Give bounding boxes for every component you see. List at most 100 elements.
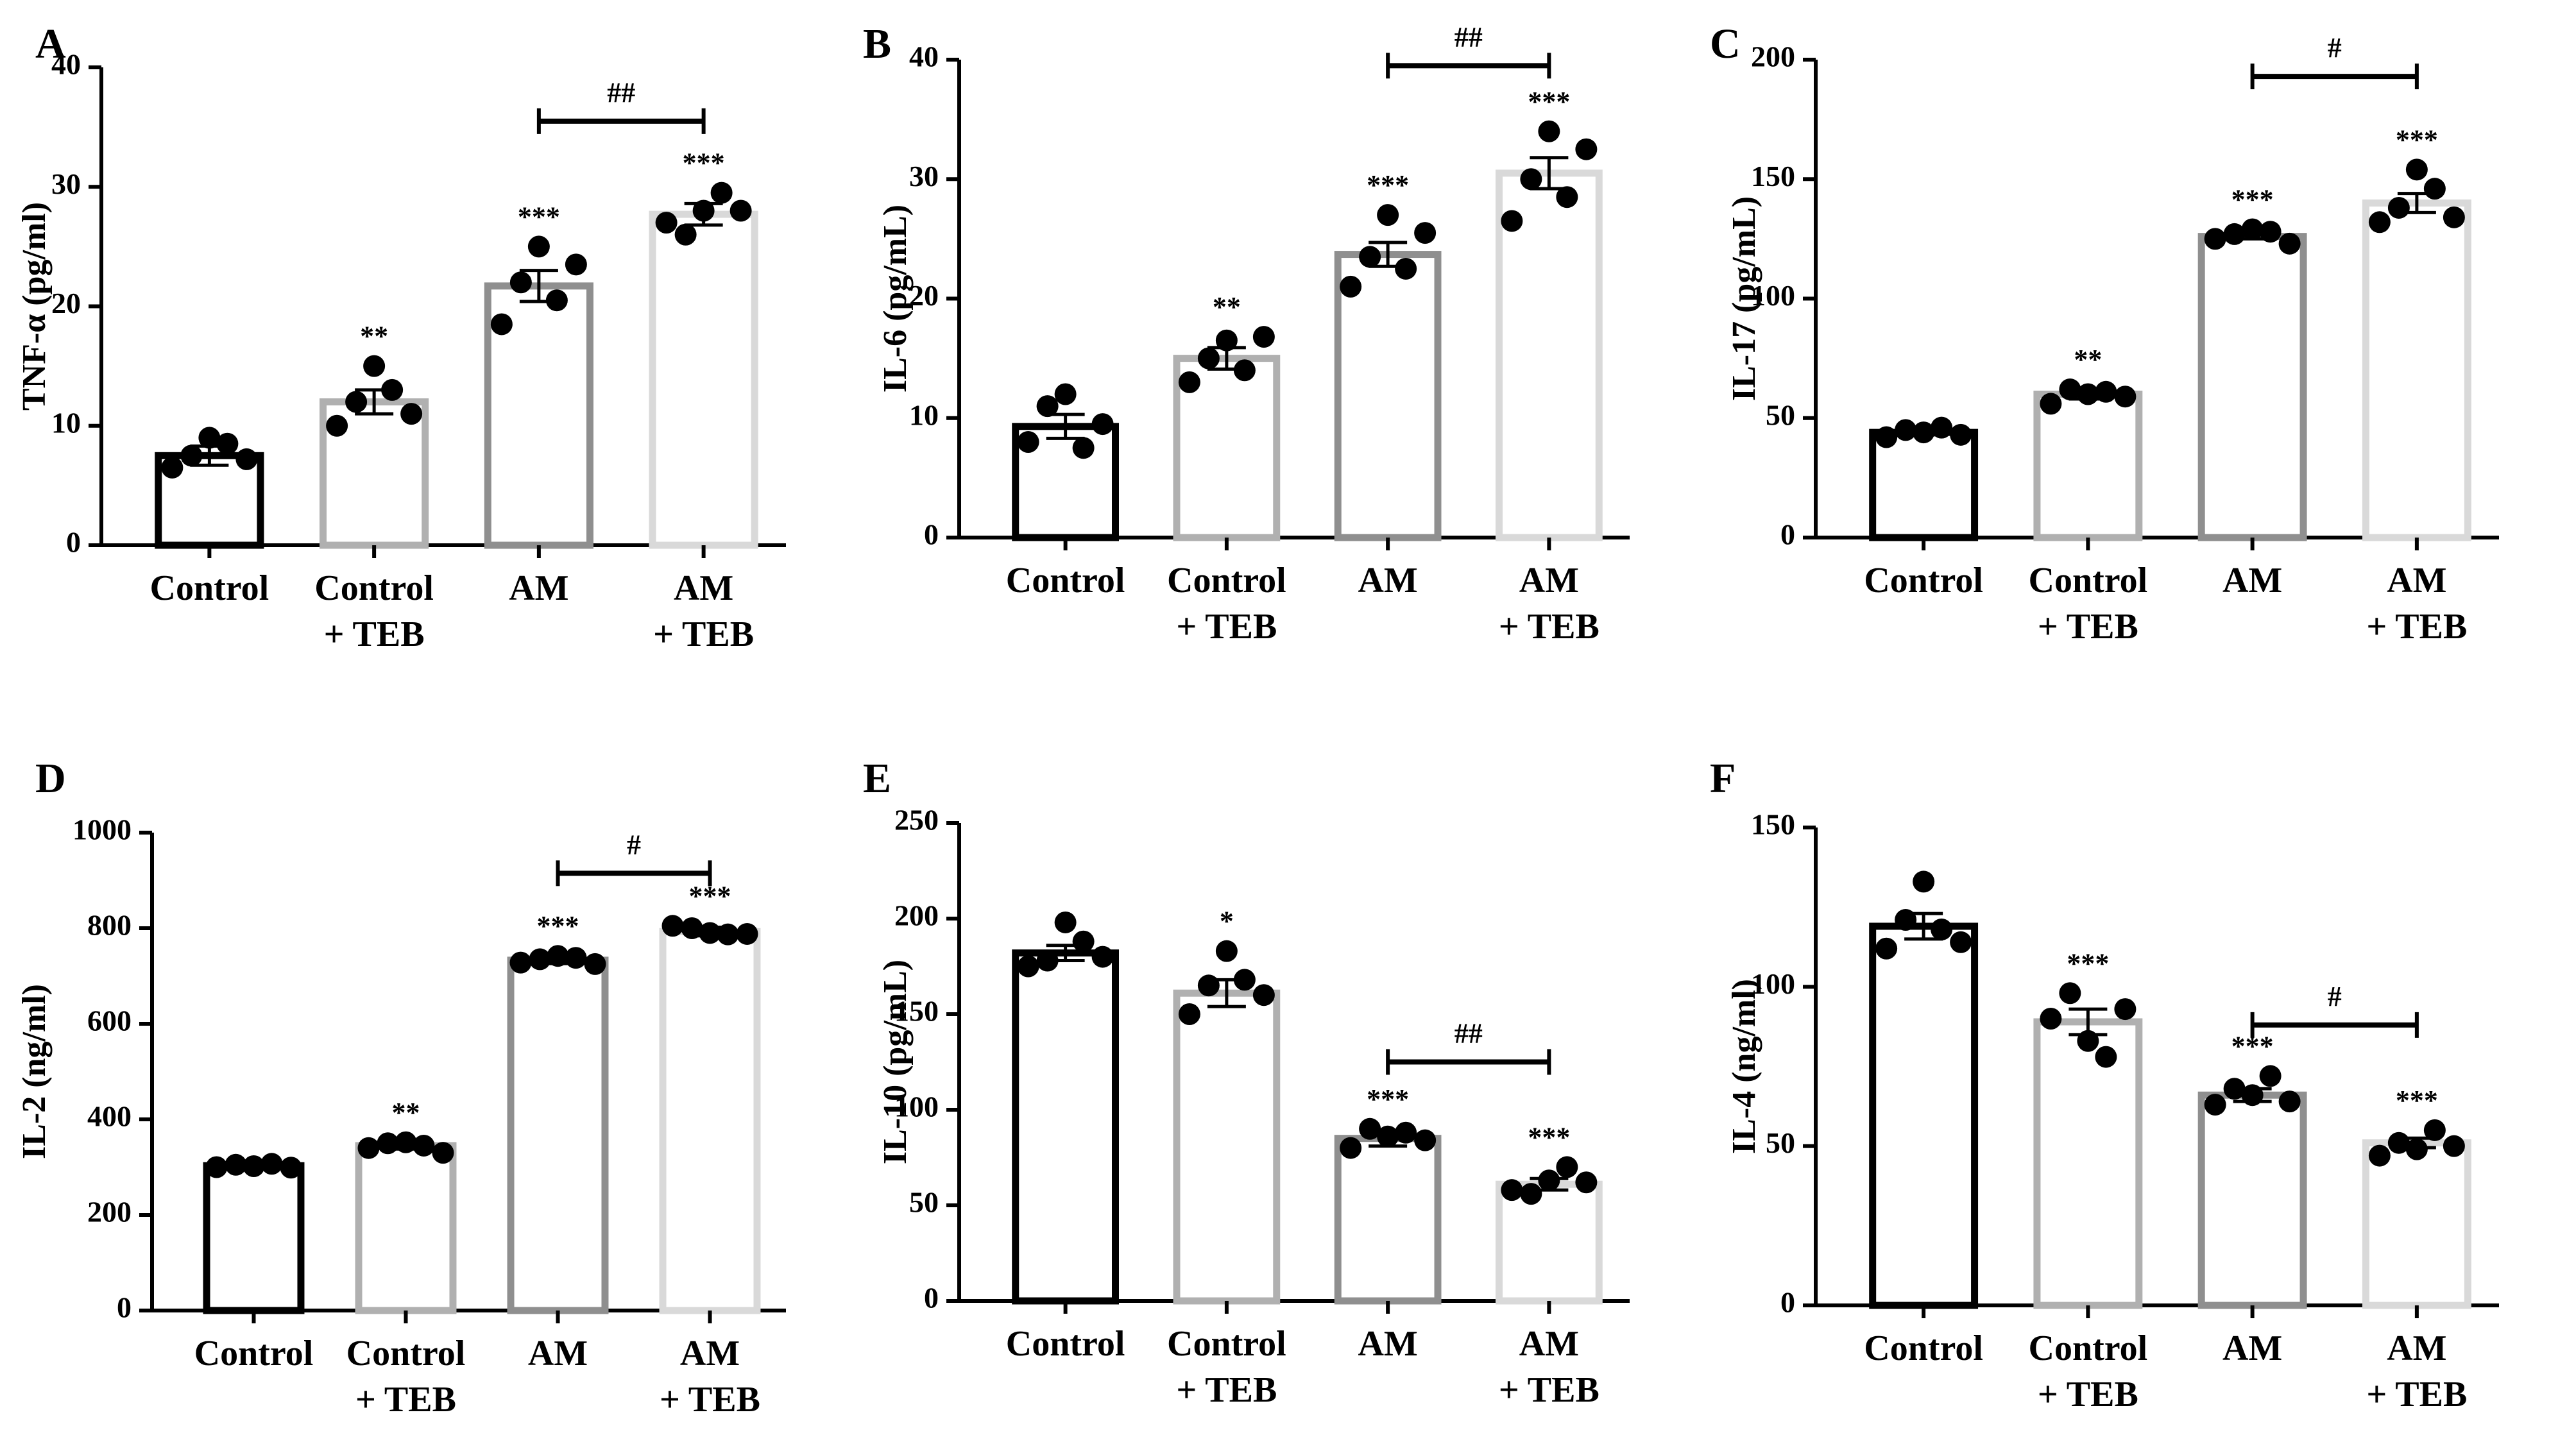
significance-label: *** bbox=[1367, 169, 1409, 201]
y-tick-label: 40 bbox=[909, 40, 939, 73]
data-point bbox=[243, 1155, 265, 1178]
data-point bbox=[2114, 386, 2137, 408]
y-tick-label: 30 bbox=[51, 167, 81, 200]
category-label-line2: + TEB bbox=[2366, 1375, 2467, 1414]
data-point bbox=[565, 253, 587, 276]
data-point bbox=[1501, 210, 1523, 232]
significance-label: ** bbox=[2074, 344, 2102, 375]
significance-label: *** bbox=[1528, 1121, 1570, 1153]
category-label: Control bbox=[1167, 1324, 1286, 1364]
panel-label: A bbox=[35, 21, 66, 67]
data-point bbox=[1556, 1156, 1578, 1178]
data-point bbox=[655, 212, 678, 234]
data-point bbox=[1072, 437, 1095, 459]
data-point bbox=[2259, 1065, 2282, 1087]
data-point bbox=[2241, 1084, 2264, 1107]
data-point bbox=[710, 182, 733, 204]
category-label: Control bbox=[194, 1334, 314, 1373]
y-tick-label: 0 bbox=[1780, 518, 1795, 551]
panel-d: D IL-2 (ng/ml) 0 200 400 600 800 1000 Control ** C… bbox=[16, 755, 786, 1420]
y-tick-label: 30 bbox=[909, 160, 939, 192]
bar bbox=[203, 1162, 305, 1314]
data-point bbox=[1395, 1121, 1417, 1144]
category-label: Control bbox=[1864, 1328, 1983, 1368]
bar bbox=[1173, 989, 1281, 1305]
data-point bbox=[584, 953, 606, 975]
category-label: AM bbox=[2387, 1328, 2446, 1368]
bracket-label: ## bbox=[607, 77, 635, 108]
bar bbox=[2033, 1018, 2143, 1309]
data-point bbox=[260, 1153, 283, 1175]
significance-label: *** bbox=[2396, 1085, 2438, 1116]
data-point bbox=[1575, 1171, 1598, 1194]
y-tick-label: 1000 bbox=[73, 813, 132, 846]
data-point bbox=[490, 313, 513, 335]
data-point bbox=[1913, 870, 1935, 893]
data-point bbox=[2095, 1046, 2117, 1068]
data-point bbox=[2241, 218, 2264, 241]
data-point bbox=[509, 271, 532, 294]
data-point bbox=[1414, 222, 1437, 244]
data-point bbox=[509, 951, 532, 974]
data-point bbox=[527, 235, 550, 258]
bar bbox=[649, 210, 758, 549]
data-point bbox=[1233, 359, 1256, 382]
data-point bbox=[1252, 984, 1275, 1006]
data-point bbox=[565, 947, 587, 969]
data-point bbox=[1520, 168, 1542, 191]
significance-label: *** bbox=[518, 201, 560, 232]
bar bbox=[1334, 1135, 1442, 1305]
panel-label: C bbox=[1710, 21, 1741, 67]
data-point bbox=[699, 922, 721, 944]
category-label-line2: + TEB bbox=[2038, 1375, 2138, 1414]
y-tick-label: 50 bbox=[1766, 398, 1795, 431]
y-axis-title: TNF-α (pg/ml) bbox=[16, 202, 53, 411]
data-point bbox=[1072, 930, 1095, 953]
bar bbox=[2197, 233, 2307, 541]
data-point bbox=[432, 1142, 454, 1164]
data-point bbox=[1178, 371, 1200, 393]
data-point bbox=[1950, 423, 1972, 446]
bracket-label: # bbox=[2328, 981, 2342, 1012]
data-point bbox=[545, 289, 568, 312]
data-point bbox=[235, 448, 258, 470]
data-point bbox=[1950, 931, 1972, 953]
y-tick-label: 10 bbox=[909, 398, 939, 431]
data-point bbox=[1215, 940, 1238, 962]
category-label: Control bbox=[2029, 1328, 2148, 1368]
data-point bbox=[1538, 1169, 1560, 1192]
category-label: AM bbox=[528, 1334, 588, 1373]
data-point bbox=[1017, 431, 1039, 453]
panel-b: B IL-6 (pg/mL) 0 10 20 30 40 Control ** Control + … bbox=[863, 21, 1630, 647]
y-tick-label: 200 bbox=[1751, 40, 1795, 73]
bracket-label: # bbox=[627, 829, 641, 860]
y-tick-label: 0 bbox=[924, 518, 939, 551]
y-tick-label: 150 bbox=[1751, 160, 1795, 192]
data-point bbox=[180, 445, 203, 467]
data-point bbox=[280, 1157, 302, 1179]
data-point bbox=[547, 945, 569, 967]
data-point bbox=[345, 391, 368, 413]
data-point bbox=[1895, 419, 1917, 441]
data-point bbox=[1215, 329, 1238, 352]
data-point bbox=[377, 1132, 399, 1155]
category-label: Control bbox=[1864, 561, 1983, 600]
category-label-line2: + TEB bbox=[355, 1380, 456, 1420]
data-point bbox=[2387, 196, 2410, 219]
data-point bbox=[2114, 998, 2137, 1021]
data-point bbox=[2223, 1078, 2246, 1100]
data-point bbox=[1895, 909, 1917, 931]
data-point bbox=[161, 456, 183, 479]
panel-label: E bbox=[863, 755, 891, 802]
y-tick-label: 40 bbox=[51, 48, 81, 81]
bar bbox=[1869, 922, 1979, 1309]
category-label: Control bbox=[150, 568, 269, 608]
y-axis-title: IL-6 (pg/mL) bbox=[877, 205, 914, 393]
data-point bbox=[216, 432, 239, 455]
data-point bbox=[198, 427, 221, 449]
significance-label: *** bbox=[2231, 183, 2274, 215]
y-tick-label: 150 bbox=[1751, 808, 1795, 841]
category-label: Control bbox=[1167, 561, 1286, 600]
bar bbox=[2362, 1139, 2471, 1309]
